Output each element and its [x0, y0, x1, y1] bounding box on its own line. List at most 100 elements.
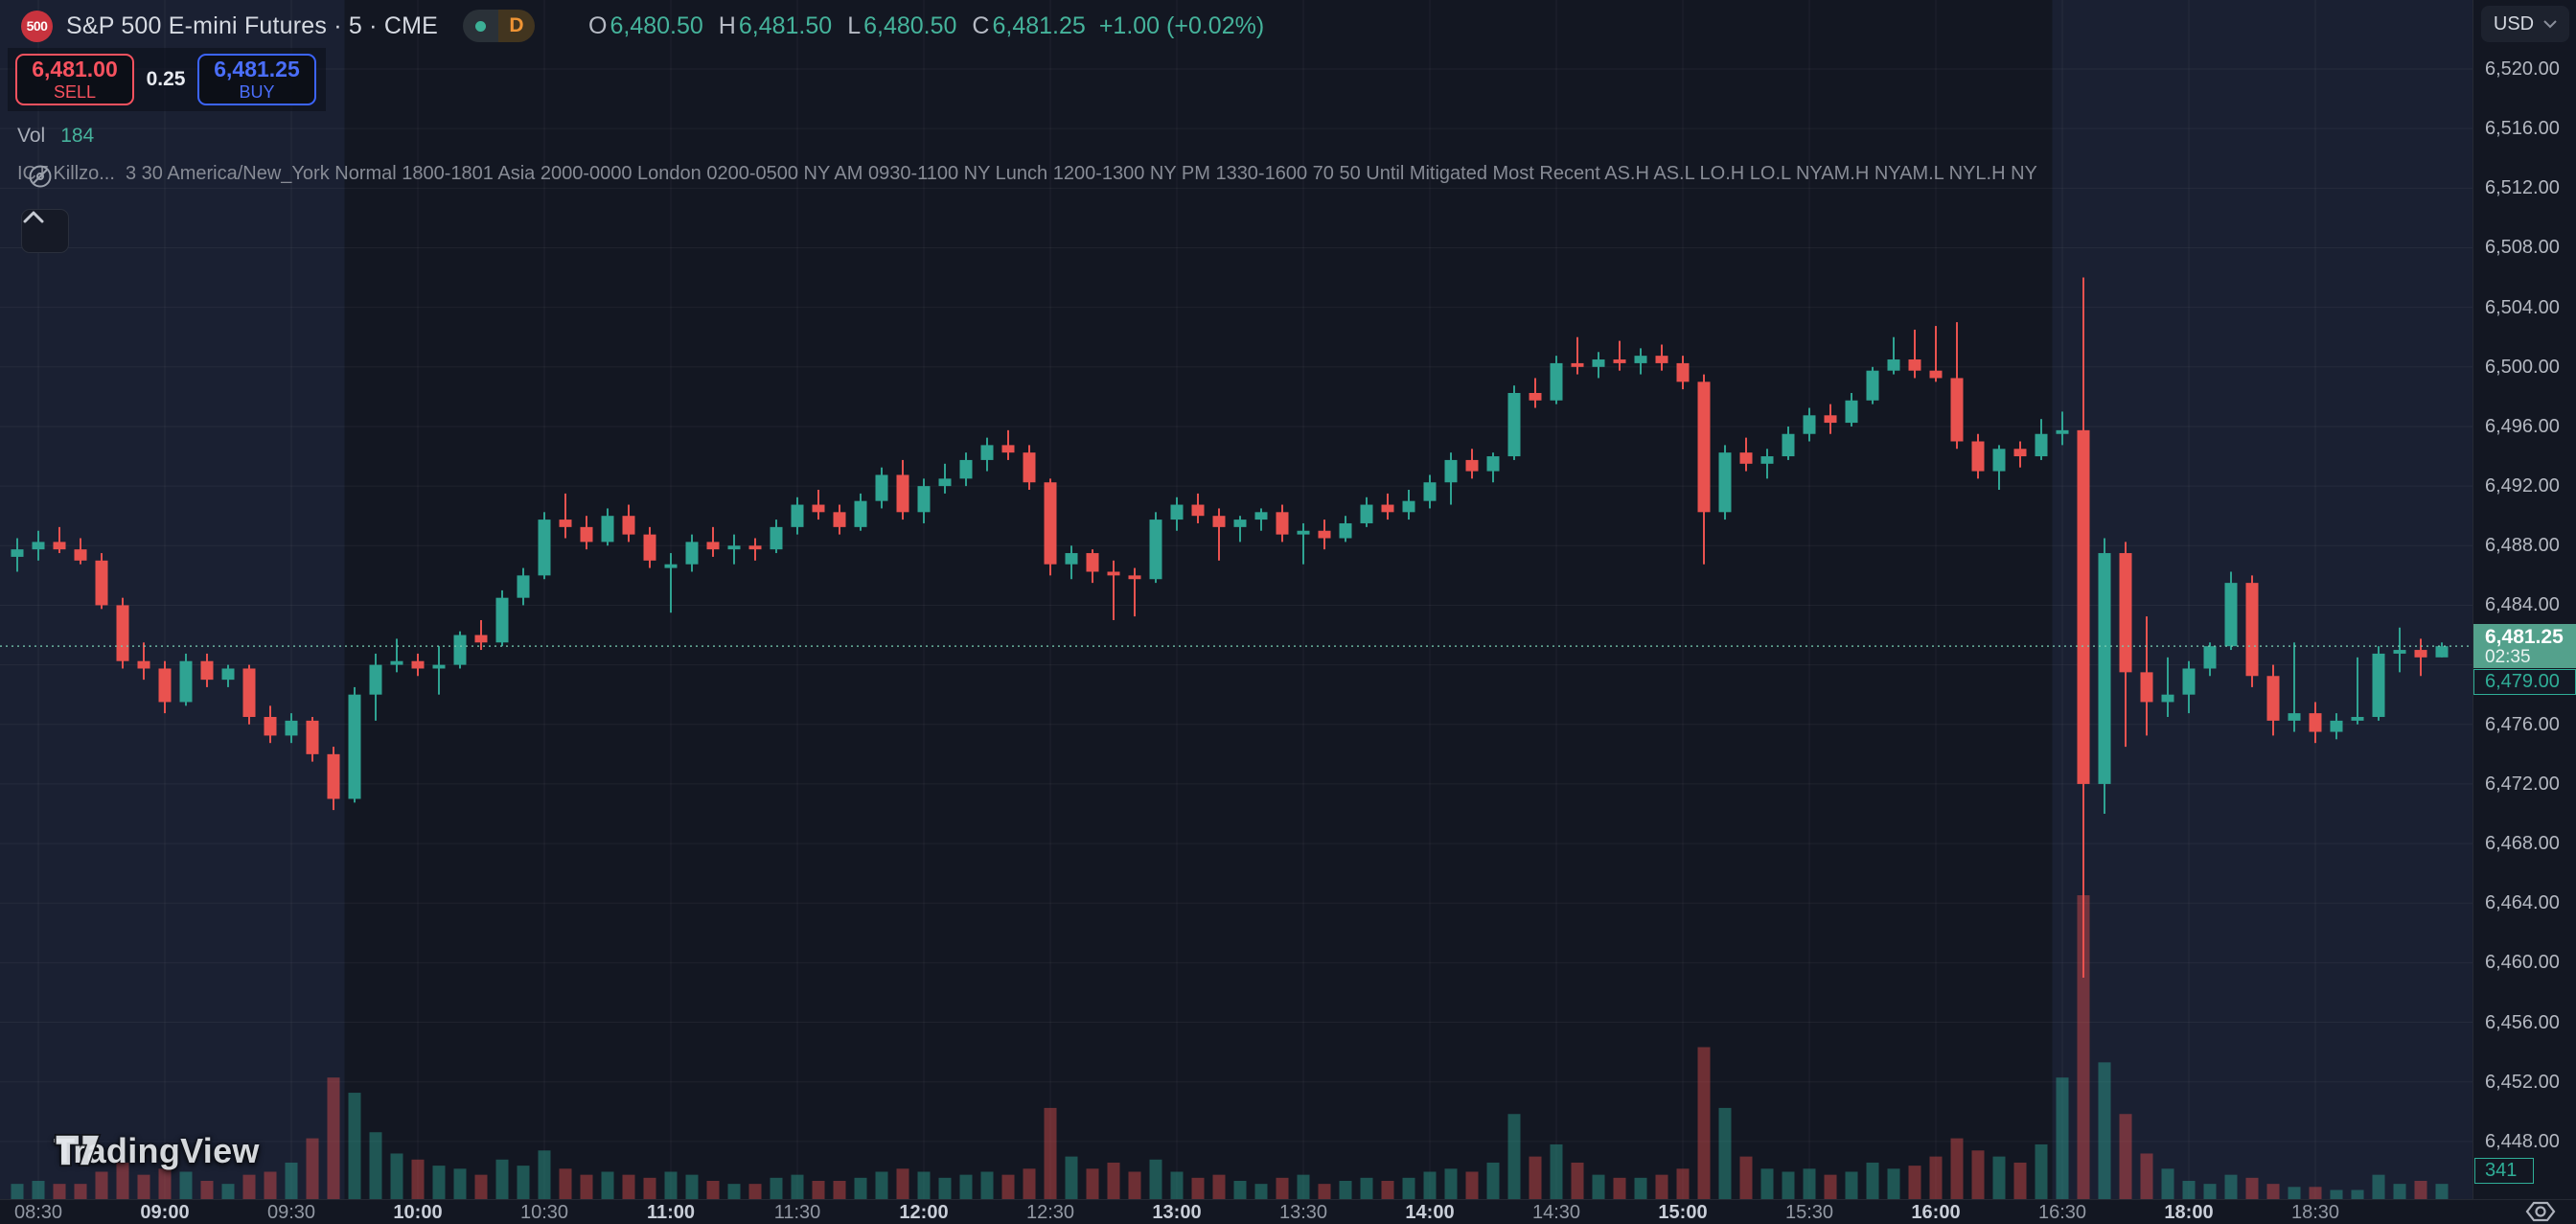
hide-indicator-icon[interactable]: [27, 163, 54, 190]
volume-bar: [1908, 1166, 1921, 1199]
time-scale-label: 14:30: [1531, 1202, 1581, 1223]
candle-down: [74, 538, 87, 565]
candle-down: [1908, 329, 1921, 379]
candle-down: [706, 526, 720, 557]
chevron-down-icon: [2543, 19, 2557, 28]
candle-up: [2161, 657, 2174, 717]
candle-up: [1866, 366, 1879, 404]
candle-up: [938, 463, 952, 494]
candle-down: [2077, 277, 2090, 978]
candle-up: [1782, 426, 1795, 460]
volume-bar: [2351, 1189, 2364, 1199]
scale-settings-icon[interactable]: [2524, 1200, 2557, 1223]
time-scale-label: 12:00: [899, 1202, 949, 1223]
candle-up: [2098, 538, 2111, 814]
sell-price: 6,481.00: [32, 57, 118, 82]
tradingview-watermark[interactable]: TradingView: [54, 1131, 260, 1171]
trade-panel: 6,481.00 SELL 0.25 6,481.25 BUY: [8, 48, 326, 111]
price-scale-label: 6,472.00: [2485, 773, 2560, 795]
volume-bar: [1423, 1171, 1437, 1199]
candle-up: [1550, 356, 1563, 404]
candle-up: [1444, 452, 1458, 505]
volume-bar: [1887, 1168, 1900, 1199]
candle-up: [727, 534, 741, 565]
time-scale-label: 16:00: [1911, 1202, 1961, 1223]
price-scale-label: 6,468.00: [2485, 833, 2560, 855]
alert-price-label[interactable]: 6,479.00: [2473, 669, 2576, 696]
volume-bar: [116, 1162, 129, 1199]
candle-down: [1697, 374, 1711, 565]
time-scale[interactable]: 08:30 09:00 09:30 10:00 10:30 11:00 11:30 12:00…: [0, 1199, 2576, 1224]
candle-up: [601, 508, 614, 546]
candle-down: [2013, 441, 2027, 468]
candle-up: [2330, 713, 2343, 740]
symbol-title[interactable]: S&P 500 E-mini Futures · 5 · CME: [66, 12, 439, 39]
buy-button[interactable]: 6,481.25 BUY: [197, 54, 316, 105]
sell-button[interactable]: 6,481.00 SELL: [15, 54, 134, 105]
tradingview-logo-icon: [54, 1134, 102, 1166]
volume-bar: [1845, 1171, 1858, 1199]
volume-bar: [2330, 1189, 2343, 1199]
volume-bar: [2224, 1174, 2238, 1199]
time-scale-label: 13:00: [1152, 1202, 1202, 1223]
candle-down: [580, 516, 593, 550]
volume-bar: [53, 1184, 66, 1199]
chart-canvas[interactable]: [0, 0, 2472, 1199]
candle-down: [2119, 542, 2132, 748]
volume-bar: [1044, 1107, 1057, 1199]
candle-down: [95, 553, 108, 610]
volume-bar: [664, 1171, 678, 1199]
volume-bar: [580, 1174, 593, 1199]
currency-label: USD: [2493, 12, 2535, 35]
candle-down: [1212, 508, 1226, 561]
time-scale-label: 10:00: [393, 1202, 443, 1223]
volume-bar: [1444, 1168, 1458, 1199]
volume-bar: [1676, 1168, 1690, 1199]
price-scale-label: 6,504.00: [2485, 296, 2560, 318]
candle-down: [1613, 340, 1626, 371]
time-scale-label: 16:30: [2037, 1202, 2087, 1223]
bar-countdown: 02:35: [2485, 647, 2531, 668]
currency-selector-button[interactable]: USD: [2481, 6, 2569, 42]
volume-bar: [1760, 1168, 1774, 1199]
candle-down: [1001, 429, 1015, 460]
price-scale[interactable]: USD 6,520.00 6,516.00 6,512.00 6,508.00 6,50…: [2472, 0, 2576, 1199]
candle-up: [1339, 516, 1352, 543]
volume-bar: [2119, 1114, 2132, 1199]
low-value: 6,480.50: [863, 12, 957, 39]
volume-bar: [1718, 1107, 1732, 1199]
time-scale-label: 15:30: [1784, 1202, 1834, 1223]
ohlc-legend: O 6,480.50 H 6,481.50 L 6,480.50 C 6,481.25 …: [573, 12, 1264, 40]
candle-down: [474, 619, 488, 651]
volume-bar: [622, 1174, 635, 1199]
buy-price: 6,481.25: [214, 57, 300, 82]
last-price-badge: 6,481.25 02:35: [2473, 624, 2576, 669]
collapse-indicators-button[interactable]: [21, 209, 69, 253]
volume-bar: [875, 1171, 888, 1199]
low-label: L: [847, 12, 862, 39]
candle-up: [348, 686, 361, 803]
volume-bar: [1381, 1180, 1394, 1199]
candle-up: [285, 713, 298, 744]
volume-bar: [601, 1171, 614, 1199]
candle-down: [1318, 520, 1331, 550]
interval-status-pill[interactable]: D: [463, 10, 536, 42]
volume-bar: [791, 1174, 804, 1199]
volume-bar: [474, 1174, 488, 1199]
volume-legend: Vol 184: [17, 125, 94, 148]
candle-down: [200, 653, 214, 687]
high-label: H: [718, 12, 736, 39]
volume-bar: [1191, 1177, 1205, 1199]
volume-bar: [1929, 1156, 1943, 1199]
candle-down: [1529, 378, 1542, 408]
volume-bar: [1170, 1171, 1184, 1199]
price-scale-label: 6,448.00: [2485, 1130, 2560, 1152]
volume-bar: [95, 1171, 108, 1199]
volume-bar: [2077, 895, 2090, 1199]
volume-bar: [1697, 1047, 1711, 1199]
candle-down: [1824, 404, 1837, 434]
volume-bar: [453, 1168, 467, 1199]
chart-plot-area[interactable]: 500 S&P 500 E-mini Futures · 5 · CME D O…: [0, 0, 2472, 1199]
candle-up: [2393, 627, 2406, 673]
candle-down: [1128, 567, 1141, 617]
